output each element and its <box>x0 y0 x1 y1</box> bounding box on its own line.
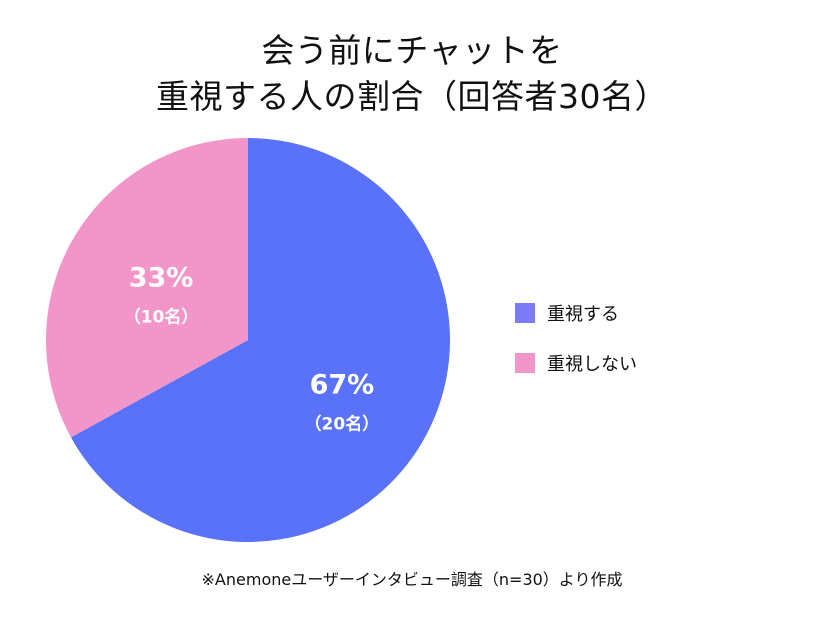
pie-slice-percent-label-1: 33% <box>129 263 194 294</box>
pie-slice-count-label-0: （20名） <box>305 414 380 435</box>
chart-title-line-1: 会う前にチャットを <box>261 31 563 70</box>
legend-item-not-important: 重視しない <box>515 350 637 376</box>
legend-swatch-important <box>515 303 535 323</box>
legend-label-not-important: 重視しない <box>547 354 637 375</box>
pie-slice-0 <box>70 138 450 542</box>
legend-swatch-not-important <box>515 353 535 373</box>
pie-slice-percent-label-0: 67% <box>310 370 375 401</box>
chart-title: 会う前にチャットを 重視する人の割合（回答者30名） <box>0 28 824 120</box>
legend-item-important: 重視する <box>515 300 637 326</box>
legend: 重視する 重視しない <box>515 300 637 400</box>
chart-title-line-2: 重視する人の割合（回答者30名） <box>156 77 668 116</box>
legend-label-important: 重視する <box>547 304 619 325</box>
pie-slice-1 <box>45 137 249 438</box>
pie-slice-count-label-1: （10名） <box>124 307 199 328</box>
source-footnote: ※Anemoneユーザーインタビュー調査（n=30）より作成 <box>201 570 623 589</box>
